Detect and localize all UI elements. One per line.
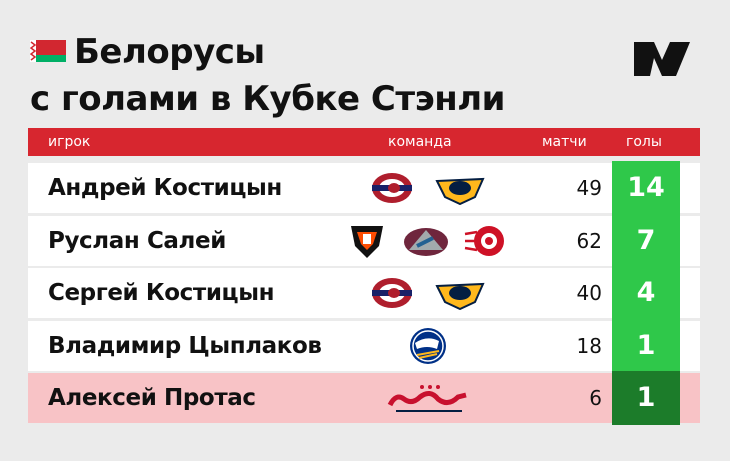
- matches: 49: [576, 176, 602, 200]
- team-logos: [308, 224, 548, 258]
- column-header: голы: [626, 134, 662, 150]
- team-logo: [387, 385, 467, 412]
- table-row: Руслан Салей 62 7: [28, 214, 700, 268]
- player-name: Сергей Костицын: [48, 280, 275, 306]
- team-logo: [351, 226, 383, 258]
- column-header: игрок: [48, 134, 91, 150]
- goals: 1: [612, 371, 680, 425]
- team-logo: [435, 177, 485, 205]
- player-name: Андрей Костицын: [48, 175, 282, 201]
- team-logo: [372, 278, 412, 308]
- goals: 4: [612, 266, 680, 320]
- player-name: Алексей Протас: [48, 385, 256, 411]
- team-logos: [328, 381, 528, 415]
- goals: 14: [612, 161, 680, 215]
- team-logo: [372, 173, 412, 203]
- table-row: Владимир Цыплаков 18 1: [28, 319, 700, 373]
- team-logos: [328, 328, 528, 364]
- team-logo: [435, 282, 485, 310]
- team-logo: [464, 226, 504, 256]
- matches: 40: [576, 281, 602, 305]
- team-logos: [328, 276, 528, 310]
- brand-logo: [634, 42, 690, 76]
- table-row: Алексей Протас 6 1: [28, 371, 700, 425]
- title-line: с голами в Кубке Стэнли: [30, 79, 505, 119]
- matches: 62: [576, 229, 602, 253]
- goals: 7: [612, 214, 680, 268]
- flag-icon: [30, 40, 66, 62]
- table-row: Сергей Костицын 40 4: [28, 266, 700, 320]
- table-header: игрок команда матчи голы: [28, 128, 700, 156]
- team-logo: [410, 328, 446, 364]
- goals: 1: [612, 319, 680, 373]
- matches: 6: [589, 386, 602, 410]
- player-name: Руслан Салей: [48, 228, 226, 254]
- matches: 18: [576, 334, 602, 358]
- column-header: матчи: [542, 134, 587, 150]
- title-line: Белорусы: [74, 32, 265, 72]
- team-logo: [404, 228, 448, 256]
- player-name: Владимир Цыплаков: [48, 333, 322, 359]
- table-row: Андрей Костицын 49 14: [28, 161, 700, 215]
- column-header: команда: [388, 134, 452, 150]
- team-logos: [328, 171, 528, 205]
